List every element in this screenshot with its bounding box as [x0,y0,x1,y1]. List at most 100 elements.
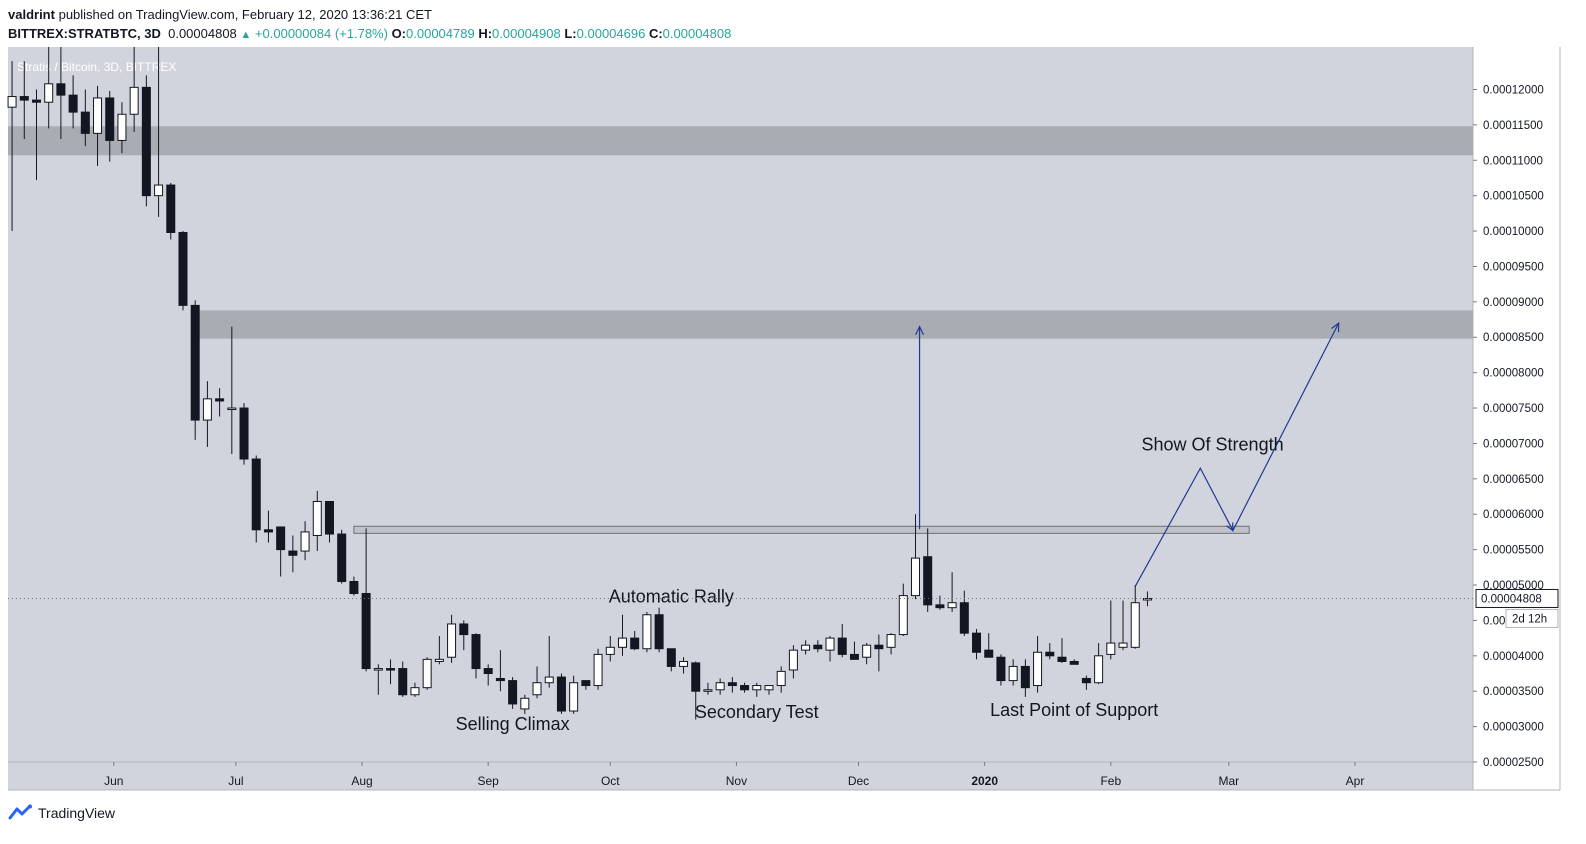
candle-body [276,526,286,551]
candle-up [532,666,542,699]
candle-body [300,531,310,552]
candle-up [605,635,615,662]
candle-body [263,529,273,533]
candle-body [215,398,225,402]
candle-body [764,685,774,691]
price-tick-label: 0.00006500 [1483,474,1544,486]
candle-down [996,654,1006,686]
price-tick-label: 0.00012000 [1483,84,1544,96]
time-tick-label: Apr [1346,774,1365,788]
candle-body [1130,602,1140,648]
candle-body [935,604,945,609]
price-tick-label: 0.00002500 [1483,757,1544,769]
time-tick-label: Jul [228,774,243,788]
candle-body [459,623,469,636]
candle-body [715,682,725,691]
candle-down [654,607,664,653]
candle-up [1033,635,1043,693]
candle-body [105,97,115,141]
candle-body [202,398,212,421]
price-tick-label: 0.00008500 [1483,332,1544,344]
candle-down [166,182,176,240]
candle-down [276,526,286,577]
arrow-head-icon [915,325,925,335]
price-tick-label: 0.00003000 [1483,722,1544,734]
price-chart[interactable]: 0.00002500 0.00003000 0.00003500 0.00004000… [0,0,1586,800]
candle-body [837,637,847,655]
author-name[interactable]: valdrint [8,7,55,22]
published-text: published on TradingView.com, February 1… [58,7,432,22]
candle-body [617,637,627,648]
price-tick-label: 0.00009000 [1483,297,1544,309]
candle-down [337,529,347,584]
candle-body [825,637,835,651]
chart-annotation: Selling Climax [456,714,570,734]
candle-body [251,458,261,531]
candle-down [1020,659,1030,697]
price-tick-label: 0.00006000 [1483,509,1544,521]
candle-up [7,61,17,232]
candle-up [898,583,908,636]
candle-body [996,656,1006,682]
candle-body [947,602,957,609]
candle-body [703,689,713,692]
candle-up [1142,591,1152,607]
candle-body [447,623,457,658]
candle-body [398,668,408,696]
candle-body [691,662,701,692]
candle-down [324,500,334,543]
price-tick-label: 0.00008000 [1483,368,1544,380]
chart-annotation: Show Of Strength [1142,435,1284,455]
price-tick-label: 0.00010500 [1483,191,1544,203]
price-tick-label: 0.00004000 [1483,651,1544,663]
candle-up [947,572,957,612]
tradingview-logo[interactable]: TradingView [8,804,115,822]
chart-annotation: Secondary Test [695,702,819,722]
candle-body [508,680,518,705]
candle-up [44,47,54,129]
candle-up [544,635,554,688]
open-label: O: [391,26,407,41]
candle-up [154,47,164,217]
candle-body [972,632,982,653]
time-tick-label: Mar [1218,774,1239,788]
arrow-head-icon [1331,321,1340,333]
candle-down [31,89,41,181]
candle-up [752,682,762,697]
change-value: +0.00000084 (+1.78%) [254,26,388,41]
arrow-head-icon [1226,522,1234,532]
price-axis-background [1473,47,1560,790]
candle-body [910,557,920,597]
sr-zone [8,126,1473,156]
candle-body [471,634,481,670]
candle-body [1045,651,1055,657]
candle-down [398,661,408,697]
time-tick-label: Feb [1100,774,1121,788]
candle-up [715,678,725,695]
candle-down [483,664,493,686]
candle-down [263,510,273,543]
candle-body [410,687,420,696]
candle-up [1130,585,1140,649]
price-tick-label: 0.00011000 [1483,155,1543,167]
candle-body [1094,655,1104,684]
candle-body [740,685,750,691]
candle-body [569,682,579,712]
candle-body [886,634,896,648]
candle-up [373,664,383,695]
ohlc-legend: BITTREX:STRATBTC, 3D 0.00004808 ▲ +0.000… [8,26,731,41]
candle-up [227,326,237,455]
sr-zone [353,525,1250,534]
price-tick-label: 0.00011500 [1483,120,1543,132]
candle-up [679,657,689,674]
price-tick-label: 0.00007500 [1483,403,1544,415]
candle-up [447,614,457,663]
candle-down [251,455,261,543]
candle-down [972,628,982,660]
candle-down [471,633,481,679]
low-value: 0.00004696 [576,26,646,41]
candle-body [337,533,347,582]
symbol-label: BITTREX:STRATBTC, 3D [8,26,161,41]
candle-down [1081,675,1091,690]
time-axis-background [8,762,1473,790]
